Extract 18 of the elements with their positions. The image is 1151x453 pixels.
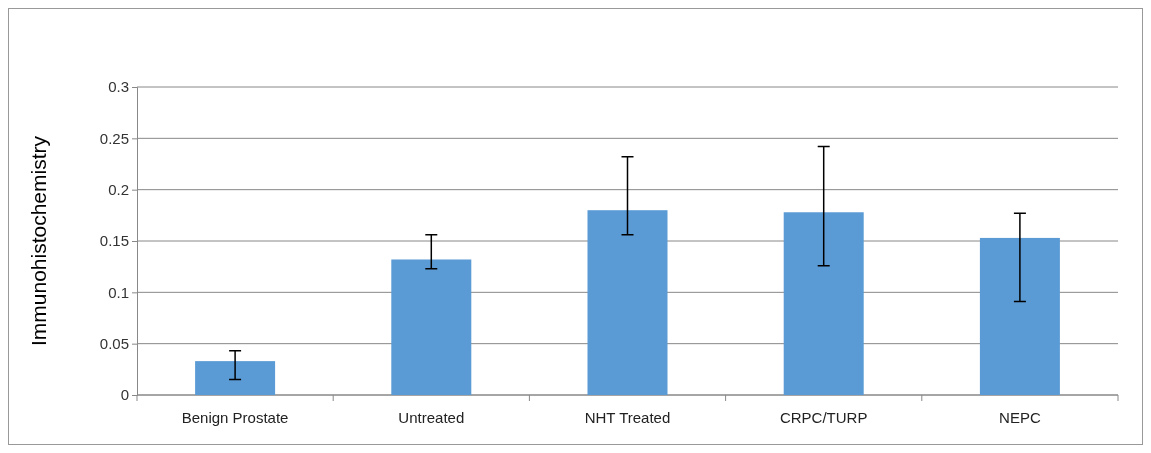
bar	[979, 237, 1060, 395]
x-tick-label: Untreated	[398, 409, 465, 426]
x-tick-label: Benign Prostate	[181, 409, 289, 426]
x-tick-label: NEPC	[999, 409, 1041, 426]
y-axis-title: Immunohistochemistry	[27, 135, 50, 347]
y-tick-label: 0.3	[108, 78, 129, 96]
y-tick-label: 0.15	[99, 232, 129, 250]
bar	[783, 212, 864, 395]
x-tick-label: CRPC/TURP	[779, 409, 868, 426]
bar	[391, 259, 472, 395]
bar	[195, 361, 276, 395]
y-tick-label: 0.2	[108, 180, 129, 198]
y-tick-label: 0.05	[99, 334, 129, 352]
y-tick-label: 0	[120, 386, 129, 404]
y-tick-label: 0.1	[108, 283, 129, 301]
bar	[587, 210, 668, 395]
y-tick-label: 0.25	[99, 129, 129, 147]
x-tick-label: NHT Treated	[584, 409, 671, 426]
